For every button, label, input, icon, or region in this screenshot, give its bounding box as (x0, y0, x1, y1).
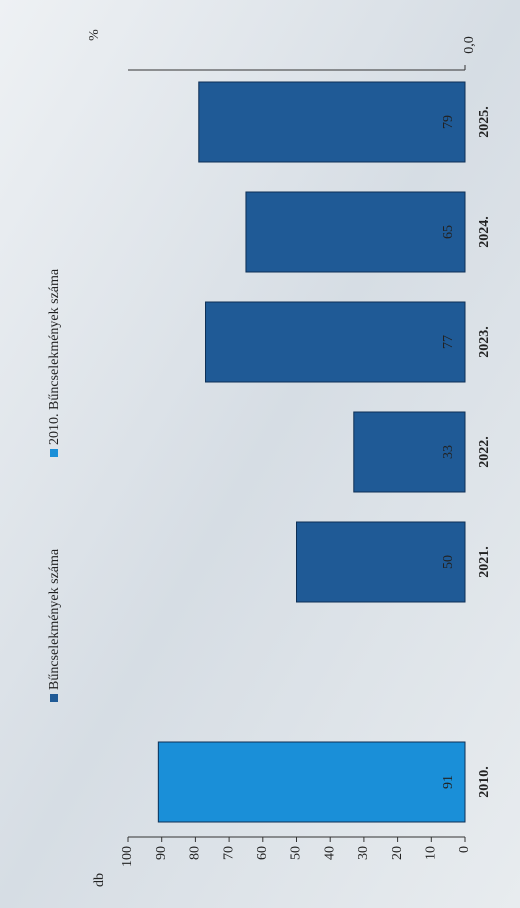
x-tick-label: 2024. (477, 216, 492, 248)
y-tick-label: 50 (289, 846, 304, 860)
legend-swatch (50, 694, 58, 702)
x-tick-label: 2023. (477, 326, 492, 358)
y-tick-label: 20 (390, 846, 405, 860)
y-tick-label: 30 (356, 846, 371, 860)
bar-value-label: 50 (441, 555, 456, 569)
y-tick-label: 40 (322, 846, 337, 860)
legend-label: 2010. Bűncselekmények száma (47, 268, 62, 445)
y2-tick-label: 0,0 (462, 36, 477, 54)
y-tick-label: 90 (154, 846, 169, 860)
x-tick-label: 2010. (477, 766, 492, 798)
bar-value-label: 65 (441, 225, 456, 239)
bar (246, 192, 465, 272)
y-tick-label: 60 (255, 846, 270, 860)
bar (158, 742, 465, 822)
y-tick-label: 70 (221, 846, 236, 860)
y-tick-label: 0 (457, 846, 472, 853)
bar (206, 302, 465, 382)
bar (199, 82, 465, 162)
y-tick-label: 80 (188, 846, 203, 860)
x-tick-label: 2021. (477, 546, 492, 578)
bar-value-label: 91 (441, 775, 456, 789)
y2-axis-label: % (87, 29, 102, 41)
bar-value-label: 33 (441, 445, 456, 459)
y-tick-label: 10 (424, 846, 439, 860)
page: {"chart_data": {"type": "bar", "categori… (0, 0, 520, 908)
bar-value-label: 79 (441, 115, 456, 129)
chart: db % 0 10 20 30 40 50 60 70 80 90 100 0,0 2010. 91 202… (0, 0, 520, 908)
legend-label: Bűncselekmények száma (47, 548, 62, 690)
x-tick-label: 2022. (477, 436, 492, 468)
legend-swatch (50, 449, 58, 457)
y-tick-label: 100 (120, 846, 135, 867)
bar (297, 522, 466, 602)
y-axis-label: db (92, 873, 107, 887)
x-tick-label: 2025. (477, 106, 492, 138)
bar-value-label: 77 (441, 335, 456, 349)
